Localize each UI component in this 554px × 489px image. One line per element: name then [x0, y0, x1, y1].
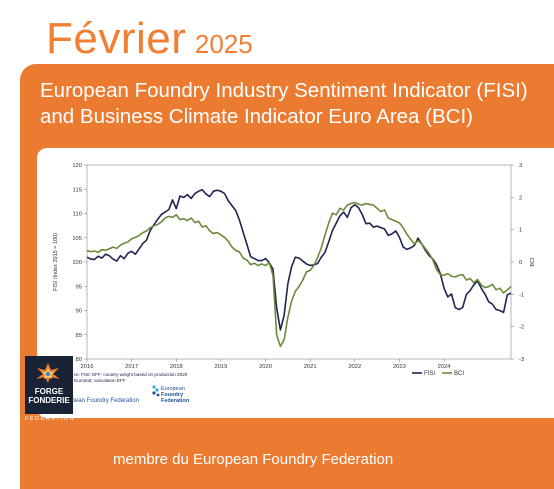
chart-card: 80 85 90 95 100 105 110 115 120 -3 -2 -1 0 1 2 3 2016 201…: [37, 148, 554, 418]
logo-fonderie-text: FONDERIE: [28, 396, 70, 405]
footer-membership-text: membre du European Foundry Federation: [113, 451, 394, 468]
x-tick-label: 2018: [170, 364, 183, 370]
y-right-tick-label: 0: [519, 260, 522, 266]
y-tick-label: 115: [73, 187, 82, 193]
logo-federation-text: FÉDÉRATION: [25, 416, 76, 422]
month-label: Février: [46, 14, 187, 63]
y-right-tick-label: 1: [519, 228, 522, 234]
y-tick-label: 90: [76, 309, 82, 315]
eff-logo: European Foundry Federation: [151, 380, 211, 408]
x-tick-label: 2021: [304, 364, 317, 370]
y-right-tick-label: 2: [519, 195, 522, 201]
line-chart: 80 85 90 95 100 105 110 115 120 -3 -2 -1 0 1 2 3 2016 201…: [53, 163, 536, 377]
y-right-tick-label: -1: [519, 292, 524, 298]
y-right-tick-label: 3: [519, 163, 522, 169]
page-month-title: Février 2025: [46, 14, 253, 64]
x-tick-label: 2020: [259, 364, 272, 370]
flame-icon: [36, 363, 60, 383]
y-tick-label: 100: [72, 260, 82, 266]
y-right-axis-label: BCI: [530, 257, 536, 267]
logo-forge-text: FORGE: [34, 387, 64, 396]
plot-frame: [86, 164, 512, 360]
eff-logo-icon: [152, 385, 160, 397]
y-tick-label: 85: [76, 333, 82, 339]
y-tick-label: 80: [76, 357, 82, 363]
chart-title-line1: European Foundry Industry Sentiment Indi…: [40, 79, 528, 102]
forge-fonderie-logo: FORGE FONDERIE: [25, 356, 73, 414]
source-line2: BCI: Eurostat; calculation EFF: [64, 378, 126, 383]
y-tick-label: 105: [72, 236, 82, 242]
chart-title: European Foundry Industry Sentiment Indi…: [40, 78, 550, 130]
x-tick-label: 2019: [214, 364, 227, 370]
y-tick-label: 110: [73, 212, 82, 218]
source-line1: Source: FISI: EFF; country weight based …: [64, 372, 188, 377]
eff-logo-line1: European: [161, 386, 185, 392]
legend-label-bci: BCI: [454, 371, 464, 377]
eff-logo-line2: Foundry: [161, 392, 183, 398]
chart-title-line2: and Business Climate Indicator Euro Area…: [40, 105, 473, 128]
x-tick-label: 2023: [393, 364, 406, 370]
x-tick-label: 2017: [125, 364, 138, 370]
orange-panel: European Foundry Industry Sentiment Indi…: [20, 64, 554, 489]
y-tick-label: 120: [72, 163, 82, 169]
y-right-tick-label: -2: [519, 325, 524, 331]
year-label: 2025: [194, 29, 253, 59]
x-tick-label: 2016: [81, 364, 94, 370]
y-axis-label: FISI (Index 2015 = 100): [53, 233, 59, 291]
y-tick-label: 95: [76, 284, 82, 290]
eff-text-logo: European Foundry Federation: [59, 398, 140, 404]
x-tick-label: 2022: [348, 364, 361, 370]
y-right-tick-label: -3: [519, 357, 524, 363]
series-line-bci: [86, 201, 512, 348]
series-line-fisi: [86, 188, 512, 331]
source-note: Source: FISI: EFF; country weight based …: [64, 372, 187, 384]
x-tick-label: 2024: [438, 364, 452, 370]
legend-label-fisi: FISI: [424, 371, 435, 377]
eff-logo-line3: Federation: [161, 398, 190, 404]
